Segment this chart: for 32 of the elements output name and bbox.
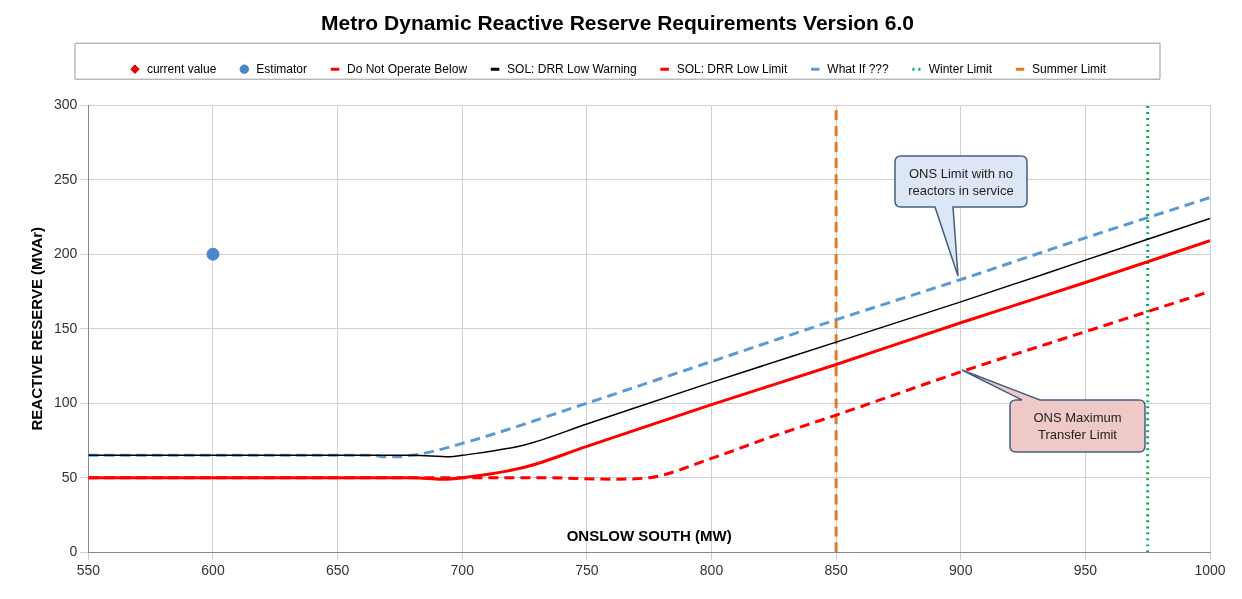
- legend-label: Estimator: [256, 61, 307, 76]
- x-tick-label: 700: [450, 562, 475, 579]
- y-tick-label: 100: [54, 394, 78, 411]
- y-tick-label: 0: [69, 543, 78, 560]
- y-tick-label: 300: [54, 96, 78, 113]
- legend-label: current value: [146, 61, 217, 76]
- x-axis-title: ONSLOW SOUTH (MW): [566, 526, 732, 544]
- x-tick-label: 1000: [1194, 562, 1226, 579]
- x-tick-label: 850: [824, 562, 849, 579]
- x-tick-label: 550: [76, 562, 101, 579]
- y-tick-label: 250: [54, 170, 78, 187]
- speech-bubble: ONS Maximum Transfer Limit: [960, 368, 1147, 454]
- legend-label: SOL: DRR Low Limit: [676, 61, 789, 76]
- annotation: ONS Maximum Transfer Limit: [1032, 409, 1123, 444]
- speech-bubble: ONS Limit with no reactors in service: [893, 154, 1029, 278]
- legend-label: SOL: DRR Low Warning: [507, 61, 637, 76]
- legend-label: Do Not Operate Below: [346, 61, 468, 76]
- x-tick-label: 900: [949, 562, 973, 579]
- x-tick-label: 800: [699, 562, 724, 579]
- legend-label: Summer Limit: [1032, 61, 1107, 76]
- chart-title: Metro Dynamic Reactive Reserve Requirements Version 6.0: [321, 11, 914, 35]
- y-axis-title: REACTIVE RESERVE (MVAr): [28, 226, 46, 431]
- y-tick-label: 150: [54, 319, 78, 336]
- x-tick-label: 650: [325, 562, 350, 579]
- x-tick-label: 950: [1073, 562, 1098, 579]
- x-tick-label: 600: [201, 562, 225, 579]
- y-tick-label: 50: [61, 468, 78, 485]
- legend-label: What If ???: [827, 61, 890, 76]
- annotation: ONS Limit with no reactors in service: [907, 164, 1015, 200]
- legend-label: Winter Limit: [928, 61, 993, 76]
- y-tick-label: 200: [54, 245, 78, 262]
- x-tick-label: 750: [575, 562, 599, 579]
